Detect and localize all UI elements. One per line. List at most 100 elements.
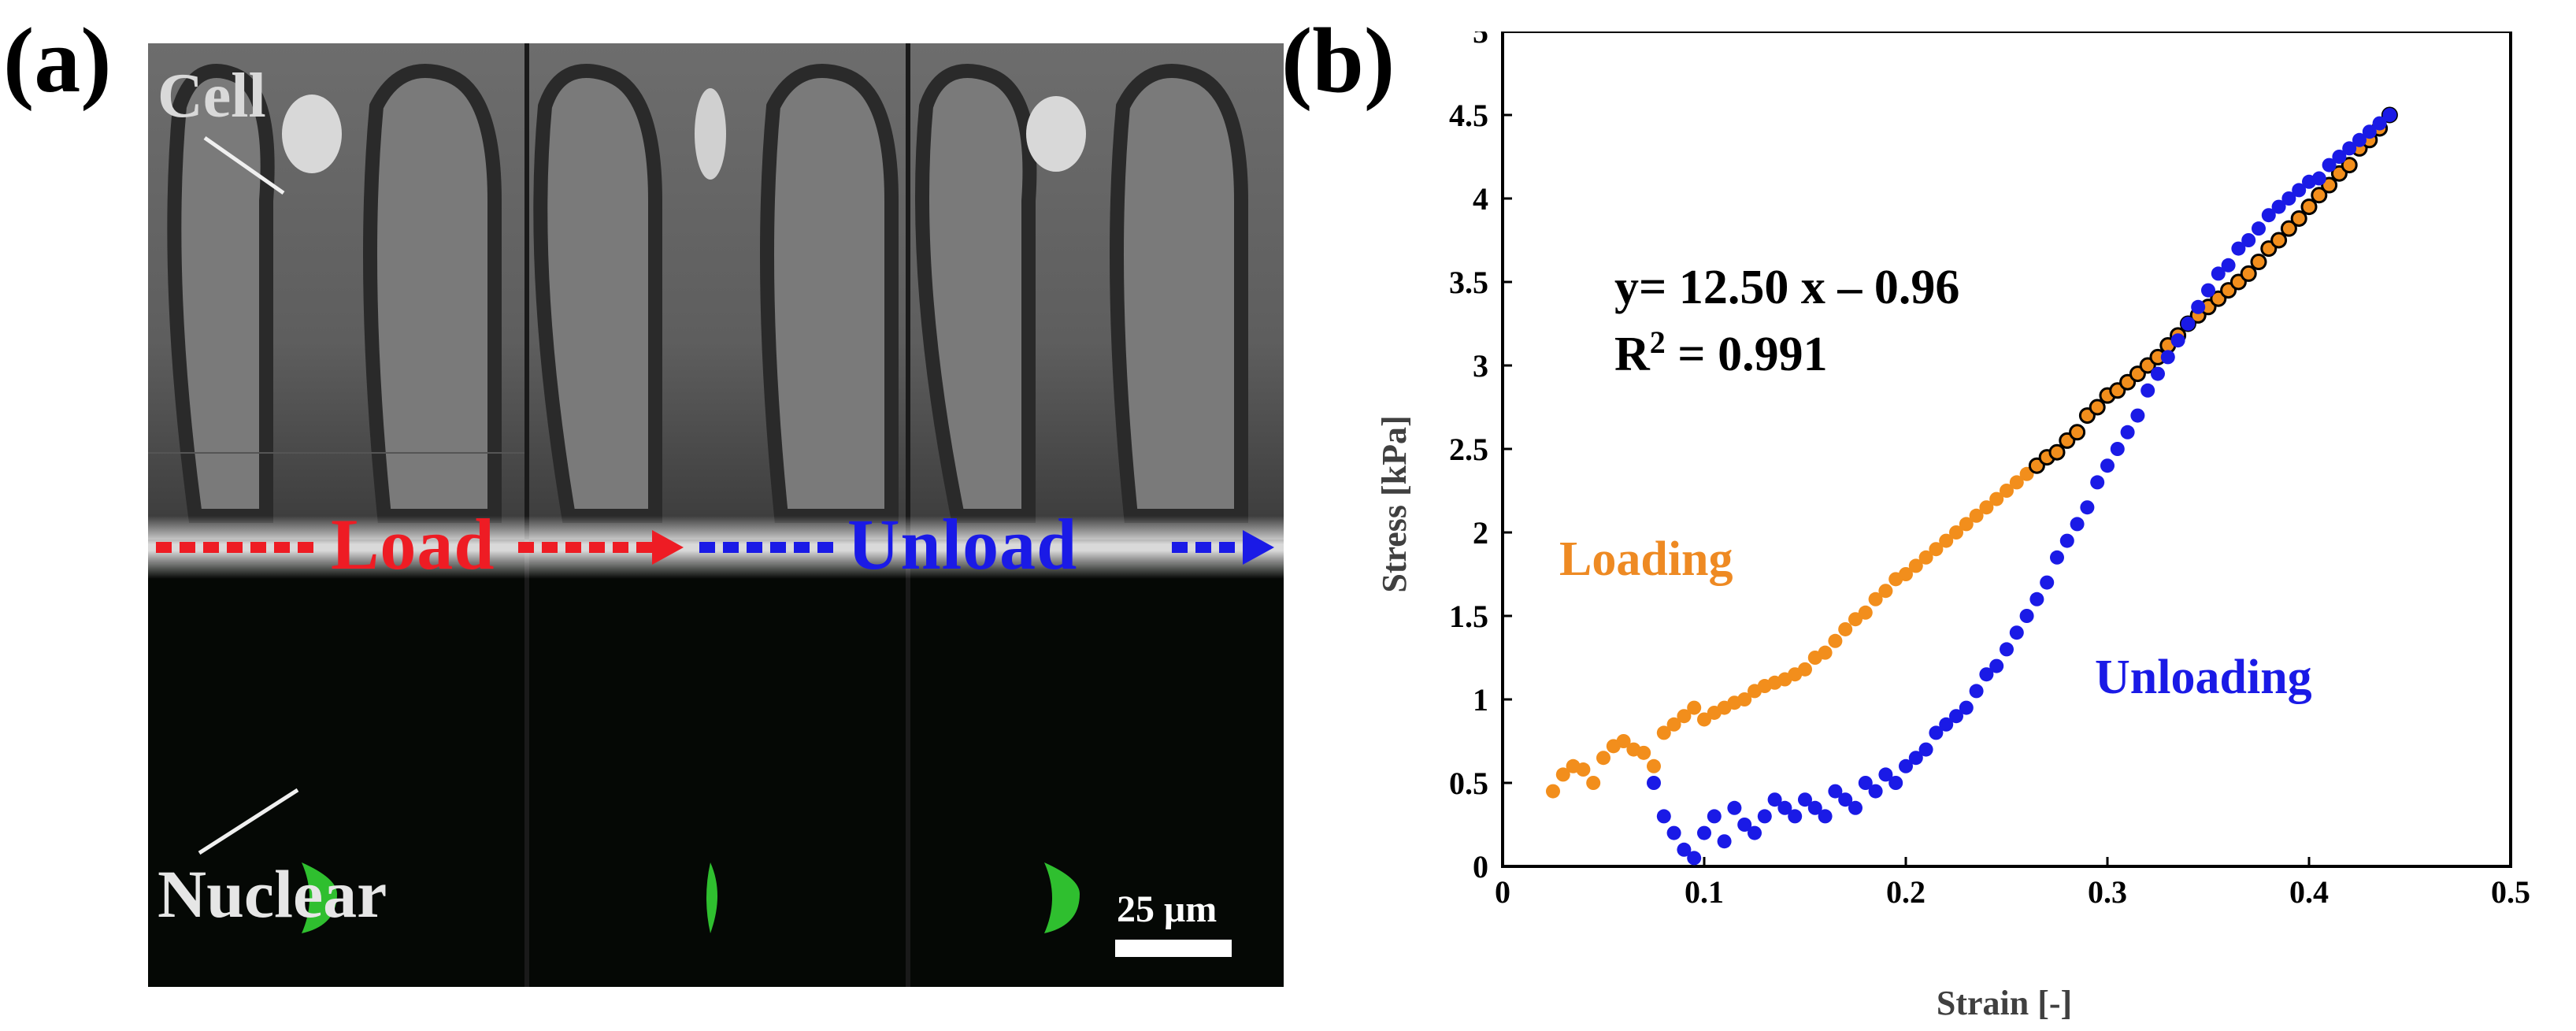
loading-point (1687, 700, 1702, 715)
x-tick-label: 0 (1495, 874, 1510, 910)
unloading-point (1707, 809, 1722, 824)
y-tick-label: 1.5 (1449, 599, 1488, 634)
unloading-point (2211, 266, 2226, 281)
panel-label-a: (a) (3, 9, 112, 112)
frame-divider (524, 43, 529, 987)
unloading-point (1788, 809, 1803, 824)
loading-point (1596, 751, 1610, 766)
frame-2 (529, 43, 906, 987)
unloading-point (2080, 500, 2095, 515)
unloading-point (1908, 751, 1923, 766)
frame-1 (148, 43, 524, 987)
loading-fit-point (2250, 254, 2267, 271)
axis-ticks: 0 0.1 0.2 0.3 0.4 0.5 0 0.5 1 1.5 2 2.5 3 3.5 4 4.5 5 (1449, 32, 2530, 910)
unloading-point (1677, 842, 1692, 857)
loading-point (1899, 567, 1913, 581)
unloading-point (2090, 475, 2105, 490)
unloading-point (2040, 575, 2055, 590)
unloading-point (2382, 108, 2397, 122)
loading-fit-point (2089, 399, 2106, 416)
unloading-point (2241, 233, 2256, 247)
unloading-point (1939, 717, 1954, 732)
load-unload-arrows (156, 530, 1274, 565)
unloading-point (1868, 784, 1883, 799)
loading-annotation: Loading (1559, 532, 1733, 586)
unloading-point (1656, 809, 1671, 824)
loading-point (1576, 762, 1591, 777)
loading-point (1848, 612, 1863, 627)
unload-arrowhead (1243, 530, 1274, 565)
unloading-point (2281, 191, 2296, 206)
microscopy-image: Load Unload Cell Nuclear 25 μm (148, 43, 1284, 987)
unloading-point (1748, 825, 1762, 840)
unloading-point (1687, 851, 1702, 866)
r-squared: R2 = 0.991 (1614, 325, 1828, 381)
unloading-point (2070, 517, 2085, 532)
loading-point (1636, 745, 1651, 760)
unloading-point (2332, 150, 2347, 164)
loading-point (1939, 533, 1954, 548)
data-points (1546, 106, 2398, 866)
unloading-point (2019, 609, 2034, 623)
x-tick-label: 0.5 (2491, 874, 2530, 910)
loading-point (1908, 558, 1923, 573)
loading-fit-point (2240, 265, 2257, 282)
x-tick-label: 0.4 (2289, 874, 2329, 910)
unloading-point (1979, 667, 1994, 682)
unloading-point (2342, 141, 2357, 156)
unloading-point (2221, 258, 2236, 273)
unloading-point (2160, 350, 2175, 365)
x-tick-label: 0.1 (1685, 874, 1724, 910)
loading-fit-point (2048, 443, 2066, 461)
nuclear-label: Nuclear (158, 856, 387, 932)
y-tick-label: 0.5 (1449, 766, 1488, 801)
loading-fit-point (2341, 157, 2358, 174)
unloading-point (1858, 776, 1873, 790)
unloading-point (1828, 784, 1843, 799)
loading-point (1818, 645, 1833, 660)
unloading-point (1757, 809, 1772, 824)
fit-equation: y= 12.50 x – 0.96 (1614, 261, 1959, 314)
arrow-band (148, 516, 1284, 579)
unloading-point (1647, 776, 1661, 790)
loading-point (1828, 633, 1843, 648)
unloading-point (1818, 809, 1833, 824)
panel-label-b: (b) (1281, 9, 1395, 112)
unloading-point (1727, 800, 1742, 815)
loading-point (1918, 550, 1933, 565)
frame-3 (910, 43, 1284, 987)
loading-fit-point (2069, 424, 2086, 441)
loading-fit-point (2280, 220, 2297, 237)
unloading-point (2100, 458, 2115, 473)
unloading-point (1918, 742, 1933, 757)
y-tick-label: 1 (1473, 682, 1488, 718)
unloading-point (2059, 533, 2074, 548)
loading-fit-point (2321, 176, 2338, 194)
unloading-point (2322, 158, 2337, 172)
plot-area (1501, 32, 2512, 868)
unloading-point (2231, 241, 2246, 256)
unloading-point (2261, 208, 2276, 223)
loading-point (1959, 517, 1974, 532)
loading-point (1929, 542, 1944, 557)
unloading-point (1798, 792, 1812, 807)
x-tick-label: 0.3 (2088, 874, 2127, 910)
unloading-point (1929, 725, 1944, 740)
y-tick-label: 4.5 (1449, 98, 1488, 133)
loading-point (1737, 692, 1752, 706)
unloading-point (1848, 800, 1863, 815)
unloading-point (1697, 825, 1711, 840)
unloading-point (1666, 825, 1681, 840)
loading-point (1616, 734, 1631, 748)
loading-point (1969, 508, 1984, 523)
r-squared-superscript: 2 (1650, 325, 1666, 360)
y-tick-label: 5 (1473, 32, 1488, 50)
y-tick-label: 3 (1473, 348, 1488, 384)
load-arrowhead (652, 530, 684, 565)
loading-point (2009, 475, 2024, 490)
unloading-point (2252, 221, 2266, 236)
unloading-point (2120, 425, 2135, 439)
loading-fit-point (2270, 232, 2288, 249)
stress-strain-chart: 0 0.1 0.2 0.3 0.4 0.5 0 0.5 1 1.5 2 2.5 3 3.5 4 4.5 5 y=… (1375, 32, 2530, 1022)
unloading-point (1717, 834, 1732, 849)
